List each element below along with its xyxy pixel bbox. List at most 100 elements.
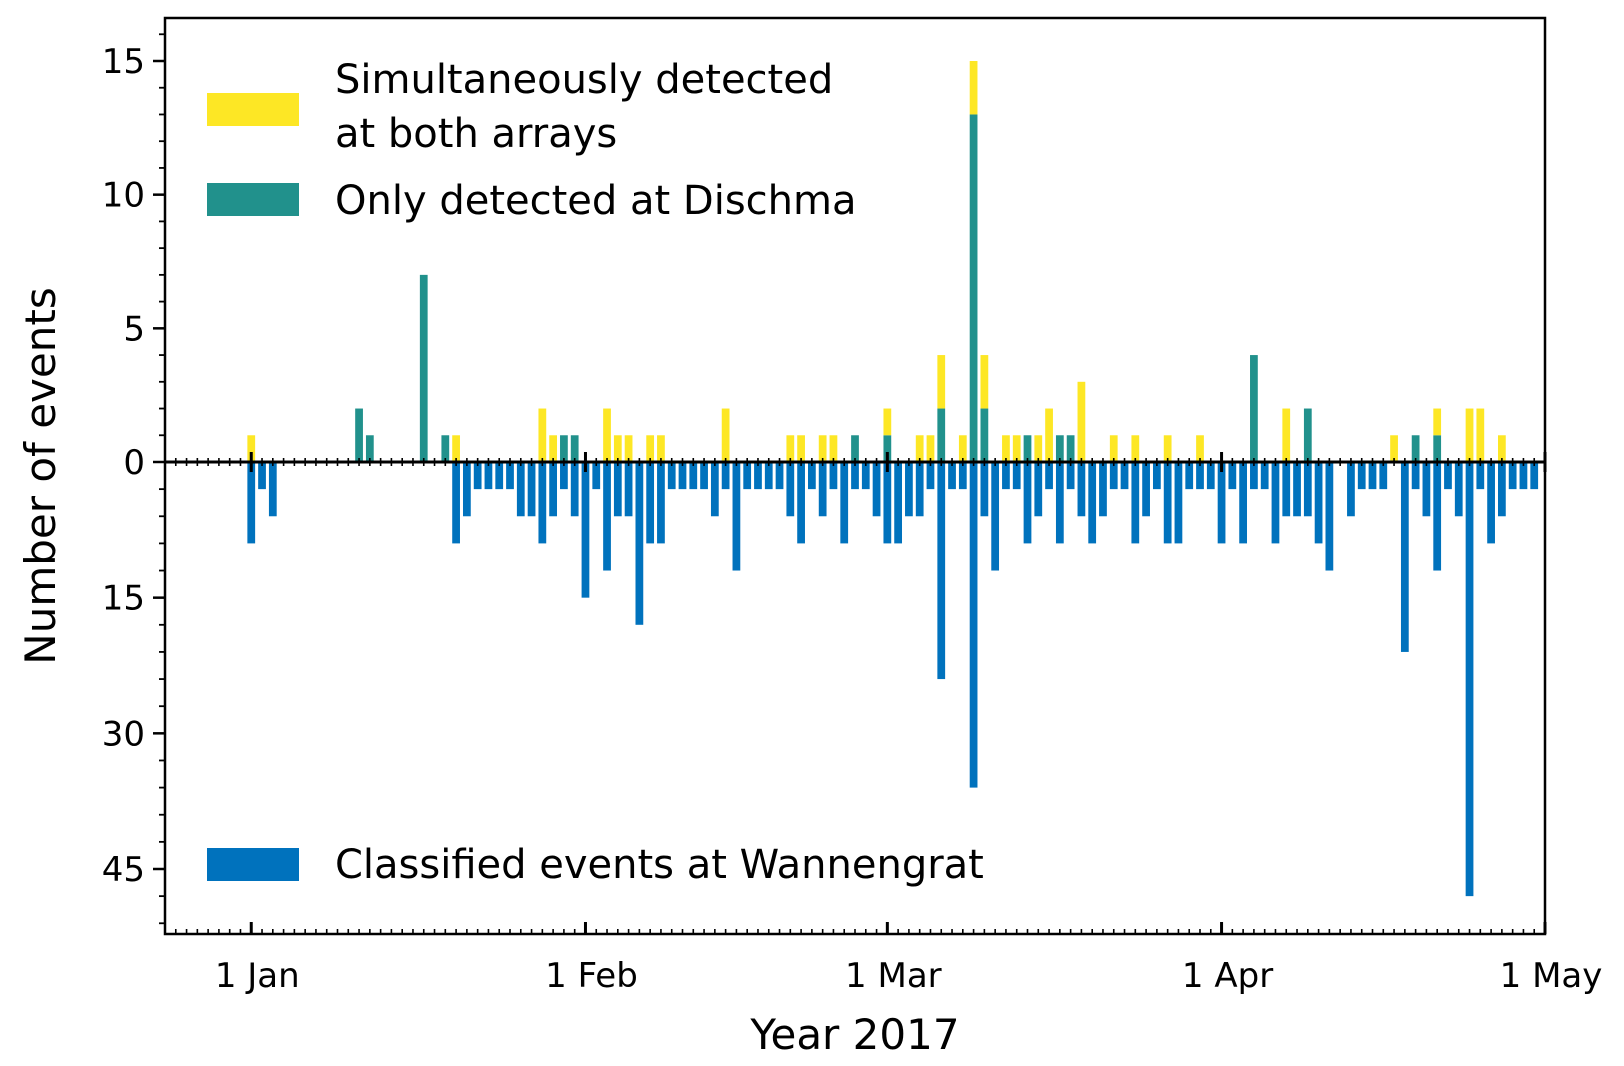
y-tick-label: 15 <box>102 579 145 619</box>
x-tick-label: 1 Mar <box>845 956 942 996</box>
bar-simultaneous-2017-03-12 <box>1002 435 1010 462</box>
bar-wannengrat-2017-03-08 <box>958 462 967 490</box>
bar-wannengrat-2017-04-28 <box>1508 462 1517 490</box>
bar-wannengrat-2017-02-06 <box>635 462 644 625</box>
bar-wannengrat-2017-04-06 <box>1271 462 1280 544</box>
bar-dischma-2017-03-18 <box>1066 435 1075 462</box>
bar-wannengrat-2017-02-23 <box>818 462 827 517</box>
bar-wannengrat-2017-02-08 <box>657 462 665 544</box>
bar-wannengrat-2017-02-26 <box>851 462 859 490</box>
bar-simultaneous-2017-03-10 <box>980 355 989 409</box>
bar-wannengrat-2017-02-10 <box>678 462 687 490</box>
bar-wannengrat-2017-04-10 <box>1314 462 1323 544</box>
x-tick-label: 1 Feb <box>545 956 638 996</box>
bar-simultaneous-2017-03-27 <box>1163 435 1172 462</box>
bar-wannengrat-2017-03-18 <box>1066 462 1075 490</box>
legend-label-dischma: Only detected at Dischma <box>335 178 857 224</box>
bar-wannengrat-2017-04-16 <box>1379 462 1388 490</box>
bar-wannengrat-2017-01-01 <box>247 462 256 544</box>
bar-simultaneous-2017-03-24 <box>1131 435 1140 462</box>
bar-simultaneous-2017-02-20 <box>786 435 795 462</box>
bar-wannengrat-2017-02-07 <box>646 462 655 544</box>
bar-wannengrat-2017-02-02 <box>592 462 601 490</box>
legend-label-line-1: Simultaneously detected <box>335 57 833 103</box>
bar-wannengrat-2017-02-05 <box>624 462 633 517</box>
legend-top: Simultaneously detected at both arrays On… <box>207 57 857 224</box>
bar-simultaneous-2017-03-22 <box>1109 435 1118 462</box>
bar-wannengrat-2017-01-02 <box>258 462 266 490</box>
bar-dischma-2017-01-12 <box>365 435 374 462</box>
bar-simultaneous-2017-02-05 <box>624 435 633 462</box>
bar-wannengrat-2017-01-27 <box>527 462 536 517</box>
bar-simultaneous-2017-03-08 <box>958 435 967 462</box>
bar-wannengrat-2017-03-02 <box>894 462 903 544</box>
legend-swatch-dischma <box>207 183 299 216</box>
legend-label-line-2: at both arrays <box>335 111 617 157</box>
bar-simultaneous-2017-04-25 <box>1476 408 1485 462</box>
bar-wannengrat-2017-03-23 <box>1120 462 1129 490</box>
bar-wannengrat-2017-03-12 <box>1002 462 1010 490</box>
bar-wannengrat-2017-02-03 <box>603 462 611 571</box>
bar-simultaneous-2017-03-01 <box>883 408 892 436</box>
bar-wannengrat-2017-02-04 <box>613 462 622 517</box>
y-tick-label: 0 <box>123 443 145 483</box>
bar-dischma-2017-01-19 <box>441 435 450 462</box>
bar-wannengrat-2017-03-22 <box>1109 462 1118 490</box>
bar-wannengrat-2017-03-17 <box>1055 462 1064 544</box>
x-tick-label: 1 Apr <box>1182 956 1273 996</box>
bar-wannengrat-2017-03-26 <box>1152 462 1161 490</box>
bar-wannengrat-2017-02-24 <box>829 462 838 490</box>
bar-wannengrat-2017-03-10 <box>980 462 989 517</box>
bar-wannengrat-2017-03-04 <box>915 462 924 517</box>
bar-wannengrat-2017-01-20 <box>452 462 460 544</box>
bar-wannengrat-2017-04-01 <box>1217 462 1226 544</box>
bar-wannengrat-2017-01-03 <box>268 462 277 517</box>
bar-wannengrat-2017-03-21 <box>1099 462 1107 517</box>
bar-wannengrat-2017-04-30 <box>1530 462 1539 490</box>
bar-wannengrat-2017-04-02 <box>1228 462 1237 490</box>
bar-wannengrat-2017-04-18 <box>1400 462 1409 652</box>
bar-simultaneous-2017-02-08 <box>657 435 665 462</box>
bar-simultaneous-2017-03-19 <box>1077 381 1086 462</box>
bar-wannengrat-2017-03-09 <box>969 462 978 788</box>
x-tick-label: 1 May <box>1500 956 1603 996</box>
bar-wannengrat-2017-02-14 <box>721 462 730 490</box>
x-ticks: 1 Jan 1 Feb 1 Mar 1 Apr 1 May <box>215 452 1603 996</box>
bar-wannengrat-2017-03-05 <box>926 462 935 490</box>
bar-wannengrat-2017-01-31 <box>570 462 579 517</box>
bar-wannengrat-2017-03-15 <box>1034 462 1043 517</box>
bar-dischma-2017-01-31 <box>570 435 579 462</box>
bar-wannengrat-2017-03-24 <box>1131 462 1140 544</box>
bar-dischma-2017-01-30 <box>560 435 568 462</box>
bar-simultaneous-2017-02-14 <box>721 408 730 462</box>
bar-wannengrat-2017-04-07 <box>1282 462 1291 517</box>
lower-bars <box>247 462 1539 897</box>
bar-simultaneous-2017-02-03 <box>603 408 611 462</box>
bar-wannengrat-2017-04-20 <box>1422 462 1431 517</box>
bar-wannengrat-2017-04-03 <box>1239 462 1248 544</box>
bar-wannengrat-2017-02-16 <box>743 462 752 490</box>
bar-dischma-2017-01-11 <box>355 408 363 462</box>
bar-simultaneous-2017-02-24 <box>829 435 838 462</box>
bar-simultaneous-2017-03-13 <box>1012 435 1021 462</box>
bar-wannengrat-2017-02-19 <box>775 462 784 490</box>
bar-wannengrat-2017-01-24 <box>495 462 504 490</box>
y-tick-label: 5 <box>123 309 145 349</box>
bar-wannengrat-2017-02-12 <box>700 462 708 490</box>
bar-dischma-2017-04-19 <box>1411 435 1420 462</box>
bar-wannengrat-2017-02-11 <box>689 462 698 490</box>
bar-wannengrat-2017-03-20 <box>1088 462 1097 544</box>
bar-wannengrat-2017-04-13 <box>1347 462 1355 517</box>
bar-wannengrat-2017-02-01 <box>581 462 590 598</box>
bar-simultaneous-2017-02-07 <box>646 435 655 462</box>
bar-wannengrat-2017-02-22 <box>807 462 816 490</box>
bar-wannengrat-2017-01-30 <box>560 462 568 490</box>
bar-dischma-2017-03-01 <box>883 435 892 462</box>
bar-wannengrat-2017-01-22 <box>473 462 482 490</box>
bar-wannengrat-2017-04-22 <box>1444 462 1452 490</box>
bar-wannengrat-2017-03-07 <box>948 462 956 490</box>
bar-wannengrat-2017-04-25 <box>1476 462 1485 490</box>
y-tick-label: 10 <box>102 176 145 216</box>
bar-wannengrat-2017-04-26 <box>1487 462 1495 544</box>
